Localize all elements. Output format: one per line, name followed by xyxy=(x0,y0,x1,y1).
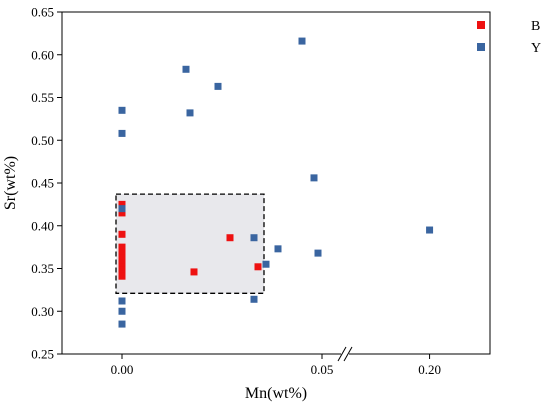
axis-break-gap xyxy=(341,346,349,362)
x-tick-label: 0.05 xyxy=(311,362,334,377)
data-point-B xyxy=(118,249,126,257)
data-point-Y xyxy=(310,174,318,182)
axis-break-mark xyxy=(343,346,353,362)
y-tick-label: 0.65 xyxy=(31,5,54,20)
axis-break-mark xyxy=(337,346,347,362)
y-tick-label: 0.35 xyxy=(31,261,54,276)
data-point-Y xyxy=(118,320,126,328)
plot-frame xyxy=(61,11,491,355)
data-point-B xyxy=(226,234,234,242)
y-tick-label: 0.60 xyxy=(31,47,54,62)
data-point-Y xyxy=(118,307,126,315)
data-point-B xyxy=(118,259,126,267)
data-point-B xyxy=(254,263,262,271)
data-point-B xyxy=(118,230,126,238)
x-axis-title: Mn(wt%) xyxy=(245,385,307,402)
data-point-Y xyxy=(118,129,126,137)
y-tick-label: 0.25 xyxy=(31,347,54,362)
data-point-Y xyxy=(274,245,282,253)
legend-label-B: B xyxy=(531,19,540,34)
data-point-B xyxy=(118,243,126,251)
data-point-Y xyxy=(118,297,126,305)
y-tick-label: 0.45 xyxy=(31,176,54,191)
highlight-box xyxy=(115,193,265,294)
x-tick-label: 0.00 xyxy=(111,362,134,377)
data-point-Y xyxy=(214,82,222,90)
data-point-Y xyxy=(250,295,258,303)
y-axis-title: Sr(wt%) xyxy=(2,156,19,210)
y-tick-label: 0.30 xyxy=(31,304,54,319)
data-point-Y xyxy=(314,249,322,257)
data-point-Y xyxy=(186,109,194,117)
y-tick-label: 0.55 xyxy=(31,90,54,105)
data-point-Y xyxy=(262,260,270,268)
data-point-B xyxy=(118,254,126,262)
data-point-Y xyxy=(298,37,306,45)
data-point-B xyxy=(190,268,198,276)
legend-marker-B xyxy=(477,21,485,29)
data-point-Y xyxy=(118,205,126,213)
data-point-Y xyxy=(250,234,258,242)
data-point-Y xyxy=(426,226,434,234)
legend-marker-Y xyxy=(477,43,485,51)
data-point-Y xyxy=(118,106,126,114)
data-point-Y xyxy=(182,65,190,73)
legend: BY xyxy=(477,19,541,56)
y-tick-label: 0.50 xyxy=(31,133,54,148)
legend-label-Y: Y xyxy=(531,41,541,56)
y-tick-label: 0.40 xyxy=(31,218,54,233)
x-tick-label: 0.20 xyxy=(418,362,441,377)
data-point-B xyxy=(118,209,126,217)
data-point-B xyxy=(118,200,126,208)
data-point-B xyxy=(118,272,126,280)
